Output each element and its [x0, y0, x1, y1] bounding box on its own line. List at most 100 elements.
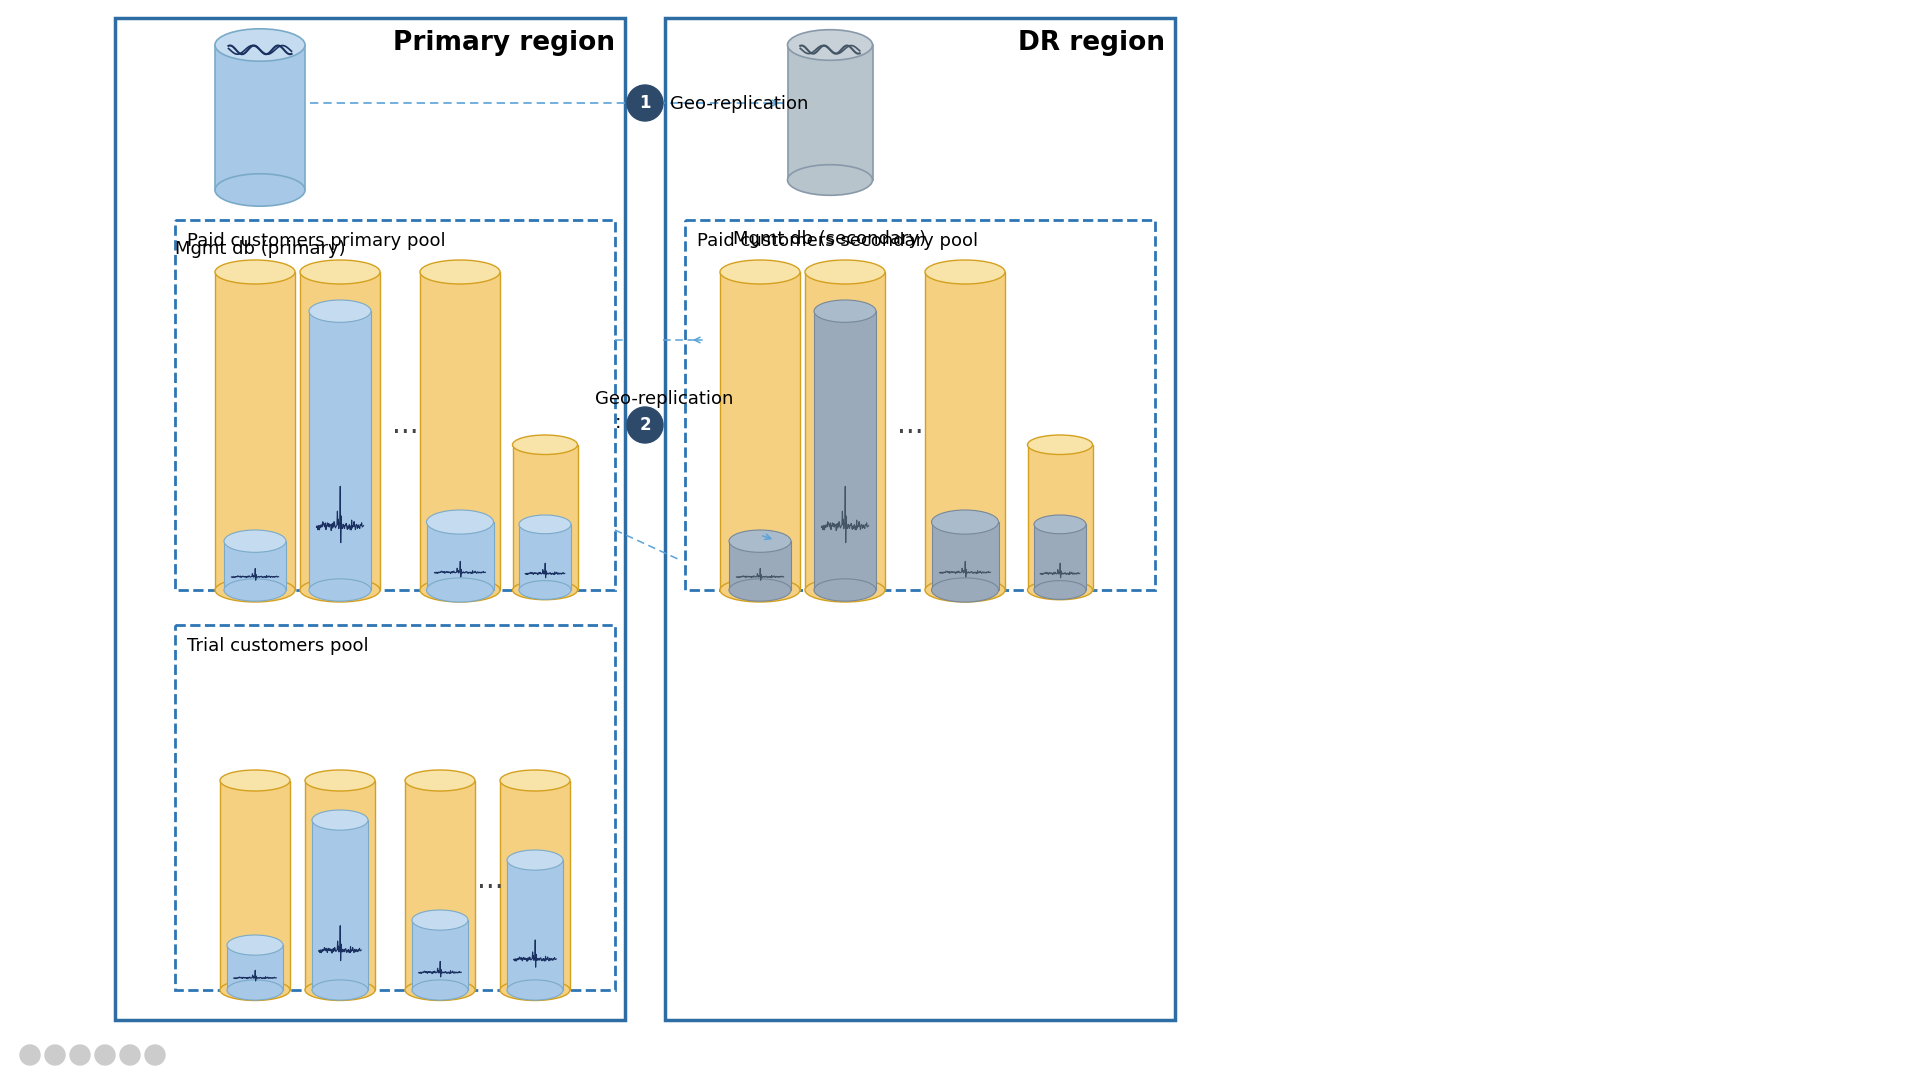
- Ellipse shape: [426, 510, 493, 534]
- Bar: [512, 445, 577, 590]
- Circle shape: [96, 1045, 115, 1065]
- Text: Geo-replication: Geo-replication: [671, 95, 809, 113]
- Bar: [215, 272, 295, 590]
- Ellipse shape: [805, 260, 886, 284]
- Circle shape: [627, 85, 663, 121]
- Ellipse shape: [788, 30, 872, 60]
- Circle shape: [146, 1045, 165, 1065]
- Bar: [520, 524, 571, 590]
- Ellipse shape: [506, 980, 564, 1001]
- Ellipse shape: [1033, 515, 1087, 534]
- Ellipse shape: [815, 300, 876, 322]
- Ellipse shape: [215, 578, 295, 602]
- Ellipse shape: [224, 530, 286, 553]
- Bar: [788, 45, 872, 180]
- Text: Paid customers secondary pool: Paid customers secondary pool: [698, 232, 978, 250]
- Ellipse shape: [224, 578, 286, 601]
- Text: ...: ...: [897, 411, 924, 439]
- Text: Primary region: Primary region: [393, 30, 615, 56]
- Ellipse shape: [728, 578, 792, 601]
- Ellipse shape: [305, 770, 376, 791]
- Ellipse shape: [1028, 435, 1093, 454]
- Circle shape: [19, 1045, 40, 1065]
- Bar: [506, 861, 564, 990]
- Bar: [1033, 524, 1087, 590]
- Ellipse shape: [215, 29, 305, 61]
- Bar: [174, 625, 615, 990]
- Ellipse shape: [721, 578, 799, 602]
- Bar: [299, 272, 380, 590]
- Bar: [412, 920, 468, 990]
- Circle shape: [71, 1045, 90, 1065]
- Ellipse shape: [932, 510, 999, 534]
- Ellipse shape: [420, 578, 500, 602]
- Ellipse shape: [226, 980, 284, 1001]
- Ellipse shape: [412, 980, 468, 1001]
- Ellipse shape: [520, 581, 571, 600]
- Bar: [500, 781, 569, 990]
- Bar: [815, 311, 876, 590]
- Ellipse shape: [404, 979, 475, 1001]
- Bar: [305, 781, 376, 990]
- Ellipse shape: [805, 578, 886, 602]
- Circle shape: [44, 1045, 65, 1065]
- Bar: [226, 946, 284, 990]
- Text: 2: 2: [638, 416, 650, 434]
- Ellipse shape: [309, 578, 372, 601]
- Text: Mgmt db (primary): Mgmt db (primary): [174, 240, 345, 258]
- Bar: [805, 272, 886, 590]
- Bar: [721, 272, 799, 590]
- Ellipse shape: [512, 435, 577, 454]
- Ellipse shape: [506, 850, 564, 870]
- Ellipse shape: [815, 578, 876, 601]
- Ellipse shape: [1033, 581, 1087, 600]
- Bar: [224, 541, 286, 590]
- Bar: [420, 272, 500, 590]
- Bar: [426, 522, 493, 590]
- Ellipse shape: [309, 300, 372, 322]
- Ellipse shape: [1028, 581, 1093, 600]
- Text: :: :: [615, 414, 621, 433]
- Ellipse shape: [520, 515, 571, 534]
- Bar: [665, 18, 1175, 1020]
- Text: Mgmt db (secondary): Mgmt db (secondary): [734, 230, 926, 248]
- Bar: [932, 522, 999, 590]
- Text: ...: ...: [477, 866, 504, 894]
- Ellipse shape: [312, 810, 368, 830]
- Ellipse shape: [721, 260, 799, 284]
- Bar: [312, 820, 368, 990]
- Bar: [728, 541, 792, 590]
- Ellipse shape: [500, 770, 569, 791]
- Bar: [220, 781, 289, 990]
- Ellipse shape: [926, 578, 1005, 602]
- Ellipse shape: [932, 578, 999, 602]
- Ellipse shape: [220, 979, 289, 1001]
- Text: Geo-replication: Geo-replication: [594, 390, 734, 408]
- Circle shape: [627, 407, 663, 443]
- Bar: [309, 311, 372, 590]
- Ellipse shape: [926, 260, 1005, 284]
- Bar: [174, 220, 615, 590]
- Ellipse shape: [728, 530, 792, 553]
- Ellipse shape: [412, 910, 468, 931]
- Ellipse shape: [215, 173, 305, 206]
- Ellipse shape: [788, 165, 872, 195]
- Ellipse shape: [404, 770, 475, 791]
- Ellipse shape: [500, 979, 569, 1001]
- Ellipse shape: [426, 578, 493, 602]
- Text: Paid customers primary pool: Paid customers primary pool: [188, 232, 445, 250]
- Bar: [926, 272, 1005, 590]
- Ellipse shape: [299, 578, 380, 602]
- Ellipse shape: [305, 979, 376, 1001]
- Ellipse shape: [299, 260, 380, 284]
- Ellipse shape: [215, 260, 295, 284]
- Circle shape: [121, 1045, 140, 1065]
- Bar: [115, 18, 625, 1020]
- Bar: [684, 220, 1156, 590]
- Text: ...: ...: [391, 411, 418, 439]
- Ellipse shape: [420, 260, 500, 284]
- Ellipse shape: [226, 935, 284, 955]
- Ellipse shape: [220, 770, 289, 791]
- Bar: [404, 781, 475, 990]
- Text: 1: 1: [638, 94, 650, 112]
